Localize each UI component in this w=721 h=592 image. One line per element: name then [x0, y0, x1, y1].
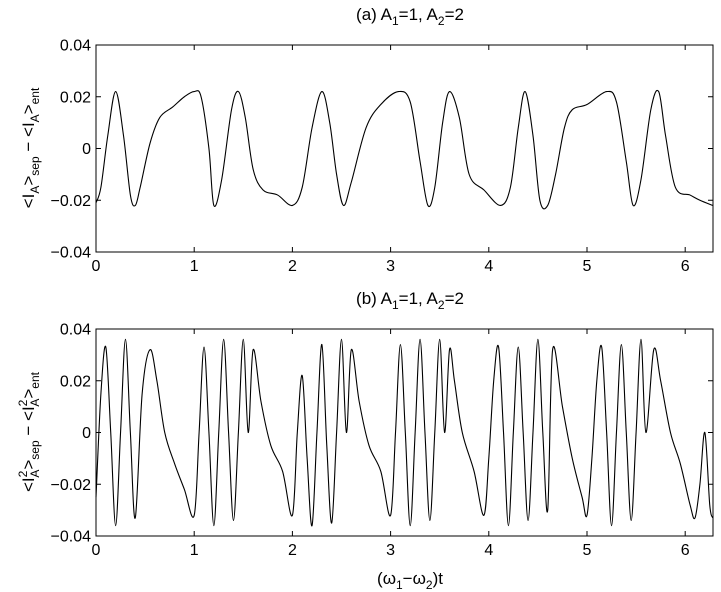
- panel-a-title: (a) A1=1, A2=2: [356, 5, 464, 28]
- x-tick-label: 1: [190, 542, 199, 559]
- x-tick-label: 3: [386, 258, 395, 275]
- y-tick-label: −0.04: [51, 245, 92, 262]
- x-tick-label: 4: [484, 258, 493, 275]
- x-tick-label: 2: [288, 542, 297, 559]
- y-tick-label: −0.02: [51, 193, 92, 210]
- panel-b-tick-labels: 0 1 2 3 4 5 6 −0.04 −0.02 0 0.02 0.04: [51, 322, 690, 560]
- panel-b-series-line: [95, 338, 714, 527]
- panel-a: (a) A1=1, A2=2 <IA>sep − <IA>ent 0 1 2 3 4 5 6…: [19, 5, 714, 276]
- x-tick-label: 6: [681, 258, 690, 275]
- x-tick-label: 5: [583, 258, 592, 275]
- y-tick-label: 0.04: [60, 322, 91, 339]
- panel-a-ticks: [95, 44, 713, 253]
- panel-a-series-line: [95, 89, 713, 210]
- panel-a-ylabel: <IA>sep − <IA>ent: [19, 87, 42, 208]
- panel-a-axes-box: [95, 44, 714, 253]
- y-tick-label: 0.02: [60, 89, 91, 106]
- x-tick-label: 5: [583, 542, 592, 559]
- x-tick-label: 0: [92, 258, 101, 275]
- x-tick-label: 3: [386, 542, 395, 559]
- x-tick-label: 6: [681, 542, 690, 559]
- panel-b-ylabel: <I2A>sep − <I2A>ent: [16, 371, 42, 492]
- x-tick-label: 0: [92, 542, 101, 559]
- panel-b-axes-box: [95, 328, 714, 537]
- y-tick-label: 0.04: [60, 38, 91, 55]
- panel-b-title: (b) A1=1, A2=2: [356, 289, 464, 312]
- x-tick-label: 2: [288, 258, 297, 275]
- x-tick-label: 4: [484, 542, 493, 559]
- panel-a-tick-labels: 0 1 2 3 4 5 6 −0.04 −0.02 0 0.02 0.04: [51, 38, 690, 276]
- y-tick-label: −0.02: [51, 477, 92, 494]
- panel-b-xlabel: (ω1−ω2)t: [377, 569, 443, 592]
- y-tick-label: 0: [82, 141, 91, 158]
- y-tick-label: 0: [82, 425, 91, 442]
- y-tick-label: −0.04: [51, 529, 92, 546]
- y-tick-label: 0.02: [60, 373, 91, 390]
- panel-b: (b) A1=1, A2=2 <I2A>sep − <I2A>ent (ω1−ω…: [16, 289, 714, 592]
- x-tick-label: 1: [190, 258, 199, 275]
